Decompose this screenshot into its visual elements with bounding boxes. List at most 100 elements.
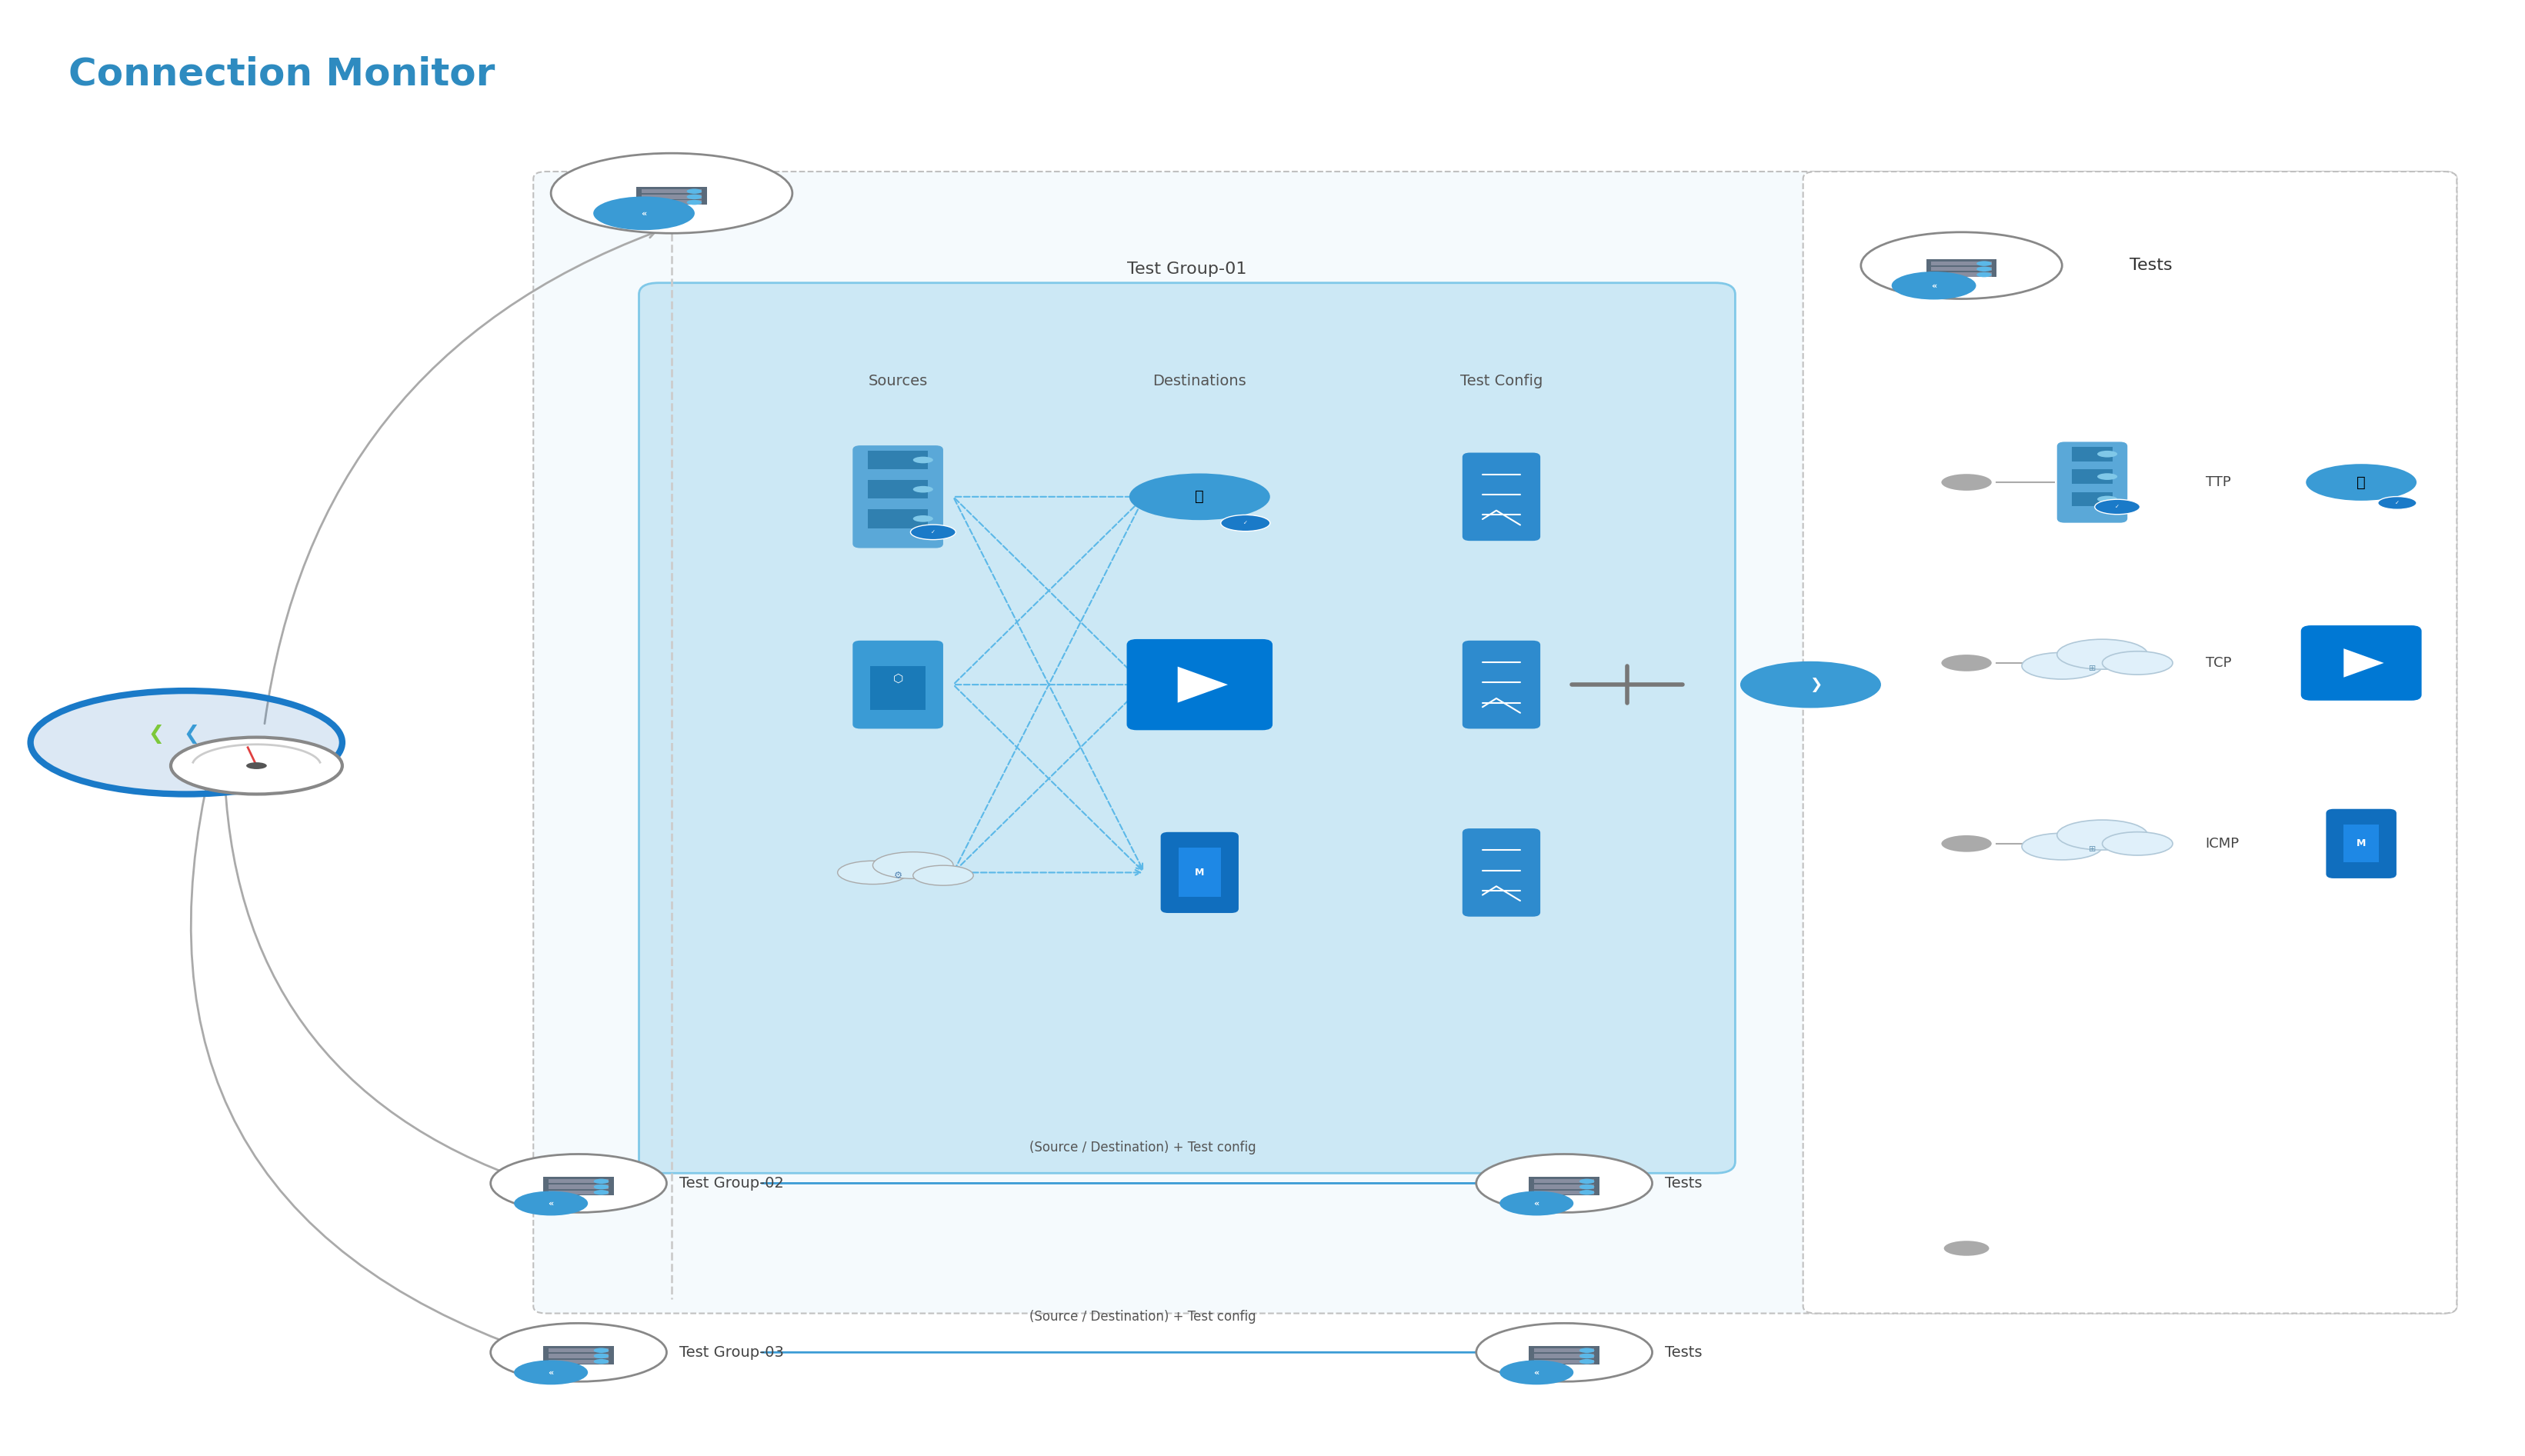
Ellipse shape [1129,473,1270,520]
Text: M: M [2356,839,2366,849]
FancyBboxPatch shape [548,1185,609,1190]
Text: «: « [548,1200,553,1207]
Ellipse shape [515,1360,588,1385]
Ellipse shape [593,1179,609,1184]
Text: «: « [1932,281,1937,290]
FancyBboxPatch shape [548,1348,609,1353]
Text: ICMP: ICMP [2204,837,2240,850]
FancyBboxPatch shape [1932,272,1992,277]
Ellipse shape [914,457,934,463]
Text: Test Config: Test Config [1459,374,1543,389]
Ellipse shape [1977,272,1992,277]
FancyBboxPatch shape [548,1354,609,1358]
FancyBboxPatch shape [1927,259,1997,277]
Ellipse shape [687,189,702,194]
FancyBboxPatch shape [869,480,929,499]
Ellipse shape [2379,496,2416,510]
Ellipse shape [914,486,934,492]
FancyBboxPatch shape [1530,1345,1598,1364]
FancyBboxPatch shape [1126,639,1273,729]
Ellipse shape [687,194,702,199]
Ellipse shape [1477,1155,1651,1213]
Text: ✓: ✓ [932,530,934,534]
Ellipse shape [1578,1179,1593,1184]
FancyBboxPatch shape [543,1176,614,1195]
Ellipse shape [1578,1358,1593,1364]
Text: TCP: TCP [2204,657,2232,670]
Ellipse shape [593,1354,609,1358]
Ellipse shape [2305,464,2416,501]
FancyBboxPatch shape [548,1191,609,1194]
Ellipse shape [874,852,954,878]
Text: ⚙: ⚙ [894,871,901,881]
FancyBboxPatch shape [639,282,1735,1174]
Ellipse shape [550,153,793,233]
Ellipse shape [1220,515,1270,531]
Ellipse shape [1578,1354,1593,1358]
Ellipse shape [914,515,934,523]
Ellipse shape [2103,831,2172,855]
Ellipse shape [2098,473,2118,480]
Ellipse shape [1477,1324,1651,1382]
FancyBboxPatch shape [2073,492,2113,507]
FancyBboxPatch shape [2326,810,2396,878]
FancyBboxPatch shape [2073,469,2113,483]
Ellipse shape [2103,651,2172,674]
Text: (Source / Destination) + Test config: (Source / Destination) + Test config [1030,1140,1257,1155]
Ellipse shape [1740,661,1881,708]
Text: ⊞: ⊞ [2088,846,2096,853]
Ellipse shape [593,1348,609,1353]
Ellipse shape [838,860,909,884]
FancyBboxPatch shape [853,641,944,728]
Text: TTP: TTP [2204,475,2230,489]
Ellipse shape [2023,833,2103,860]
FancyBboxPatch shape [1462,641,1540,728]
Text: ⊞: ⊞ [2088,665,2096,673]
Ellipse shape [1942,475,1992,491]
FancyBboxPatch shape [1803,172,2457,1313]
FancyBboxPatch shape [1535,1360,1593,1364]
Ellipse shape [1861,232,2063,298]
Ellipse shape [1977,261,1992,266]
Ellipse shape [593,1184,609,1190]
FancyBboxPatch shape [853,446,944,547]
Text: Test Group-01: Test Group-01 [1126,262,1247,277]
Ellipse shape [1578,1184,1593,1190]
FancyBboxPatch shape [543,1345,614,1364]
FancyBboxPatch shape [641,189,702,194]
Text: ✓: ✓ [2394,501,2399,505]
Ellipse shape [30,690,343,794]
FancyBboxPatch shape [1535,1348,1593,1353]
Ellipse shape [1891,272,1977,300]
Ellipse shape [1578,1190,1593,1195]
Text: Test Group-03: Test Group-03 [679,1345,783,1360]
FancyBboxPatch shape [1179,847,1222,897]
FancyBboxPatch shape [548,1179,609,1184]
Ellipse shape [247,763,268,769]
Ellipse shape [687,199,702,205]
Ellipse shape [490,1155,667,1213]
FancyBboxPatch shape [2058,441,2129,523]
FancyBboxPatch shape [533,172,2457,1313]
Ellipse shape [490,1324,667,1382]
Text: Destinations: Destinations [1154,374,1247,389]
Ellipse shape [2058,820,2149,850]
Ellipse shape [1977,266,1992,272]
Text: 🌍: 🌍 [2356,475,2366,489]
Polygon shape [1177,667,1227,703]
Ellipse shape [1942,836,1992,852]
Ellipse shape [593,197,694,230]
Text: Test Group-02: Test Group-02 [679,1176,783,1191]
Text: «: « [548,1369,553,1376]
Text: «: « [641,210,646,217]
FancyBboxPatch shape [1932,262,1992,265]
Text: ✓: ✓ [2116,505,2118,510]
FancyBboxPatch shape [1530,1176,1598,1195]
Text: Sources: Sources [869,374,927,389]
Ellipse shape [2023,652,2103,678]
Text: «: « [1533,1200,1540,1207]
FancyBboxPatch shape [1535,1185,1593,1190]
Ellipse shape [912,524,957,540]
Ellipse shape [1500,1360,1573,1385]
Ellipse shape [515,1191,588,1216]
